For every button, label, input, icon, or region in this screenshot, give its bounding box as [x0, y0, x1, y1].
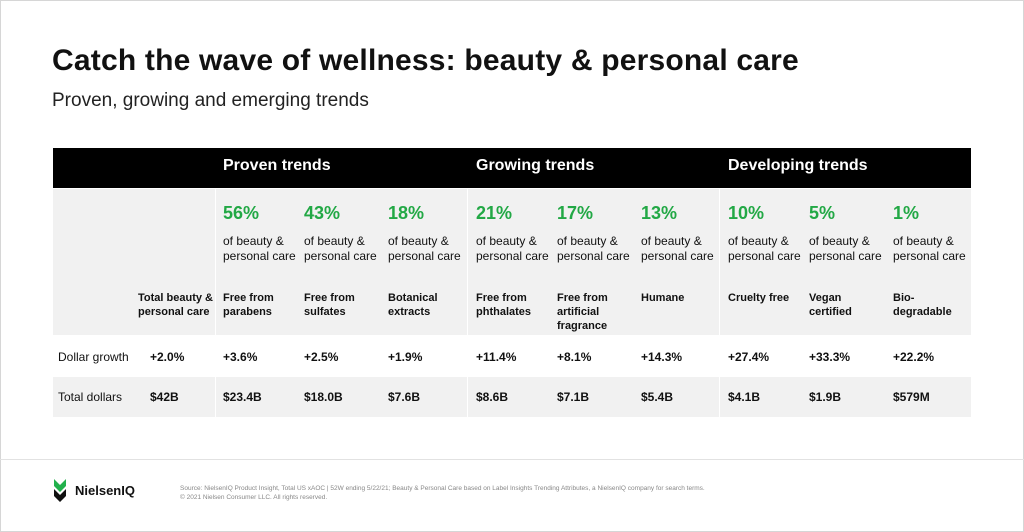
divider-developing	[719, 189, 720, 417]
attribute-label: Vegan certified	[809, 292, 852, 318]
trend-group-header	[53, 148, 971, 188]
total-dollars-value: $42B	[150, 390, 179, 404]
total-dollars-value: $4.1B	[728, 390, 761, 404]
brand-name: NielsenIQ	[75, 483, 135, 498]
total-dollars-value: $7.6B	[388, 390, 421, 404]
share-description: of beauty & personal care	[641, 234, 714, 263]
total-dollars-value: $579M	[893, 390, 930, 404]
dollars-band	[53, 377, 971, 417]
group-label-developing: Developing trends	[728, 157, 868, 174]
footer-divider	[0, 459, 1024, 460]
total-dollars-value: $7.1B	[557, 390, 590, 404]
share-block: 1% of beauty & personal care	[893, 202, 975, 264]
share-description: of beauty & personal care	[728, 234, 801, 263]
share-percent: 17%	[557, 203, 594, 223]
share-percent: 10%	[728, 203, 765, 223]
attribute-label: Free from phthalates	[476, 292, 532, 318]
total-dollars-value: $18.0B	[304, 390, 343, 404]
dollar-growth-value: +2.5%	[304, 350, 339, 364]
share-description: of beauty & personal care	[476, 234, 549, 263]
attribute-label: Free from sulfates	[304, 292, 355, 318]
attribute-label: Free from artificial fragrance	[557, 292, 608, 332]
share-description: of beauty & personal care	[304, 234, 377, 263]
share-block: 43% of beauty & personal care	[304, 202, 386, 264]
group-label-growing: Growing trends	[476, 157, 595, 174]
attribute-label: Cruelty free	[728, 292, 790, 304]
share-percent: 18%	[388, 203, 425, 223]
share-block: 18% of beauty & personal care	[388, 202, 470, 264]
share-percent: 5%	[809, 203, 836, 223]
share-description: of beauty & personal care	[893, 234, 966, 263]
total-dollars-value: $5.4B	[641, 390, 674, 404]
dollar-growth-value: +33.3%	[809, 350, 851, 364]
share-percent: 56%	[223, 203, 260, 223]
row-label-dollar-growth: Dollar growth	[58, 350, 129, 364]
dollar-growth-value: +14.3%	[641, 350, 683, 364]
group-label-proven: Proven trends	[223, 157, 331, 174]
share-band	[53, 189, 971, 335]
share-block: 10% of beauty & personal care	[728, 202, 810, 264]
dollar-growth-value: +1.9%	[388, 350, 423, 364]
nielseniq-logo-icon	[54, 479, 66, 502]
attribute-label: Bio-degradable	[893, 292, 952, 318]
share-block: 56% of beauty & personal care	[223, 202, 305, 264]
source-note: Source: NielsenIQ Product Insight, Total…	[180, 484, 820, 502]
dollar-growth-value: +22.2%	[893, 350, 935, 364]
share-percent: 13%	[641, 203, 678, 223]
share-description: of beauty & personal care	[223, 234, 296, 263]
total-dollars-value: $23.4B	[223, 390, 262, 404]
attribute-label: Total beauty & personal care	[138, 292, 213, 318]
divider-proven	[215, 189, 216, 417]
page-title: Catch the wave of wellness: beauty & per…	[52, 44, 799, 77]
share-description: of beauty & personal care	[557, 234, 630, 263]
share-block: 5% of beauty & personal care	[809, 202, 891, 264]
dollar-growth-value: +8.1%	[557, 350, 592, 364]
attribute-label: Humane	[641, 292, 685, 304]
dollar-growth-value: +11.4%	[476, 350, 517, 364]
share-block: 17% of beauty & personal care	[557, 202, 639, 264]
dollar-growth-value: +27.4%	[728, 350, 770, 364]
attribute-label: Botanical extracts	[388, 292, 438, 318]
page-subtitle: Proven, growing and emerging trends	[52, 90, 369, 111]
share-percent: 43%	[304, 203, 341, 223]
source-text: Source: NielsenIQ Product Insight, Total…	[180, 485, 705, 492]
share-percent: 1%	[893, 203, 920, 223]
total-dollars-value: $8.6B	[476, 390, 509, 404]
share-block: 13% of beauty & personal care	[641, 202, 723, 264]
share-percent: 21%	[476, 203, 513, 223]
copyright-text: © 2021 Nielsen Consumer LLC. All rights …	[180, 494, 328, 501]
divider-growing	[467, 189, 468, 417]
share-block: 21% of beauty & personal care	[476, 202, 558, 264]
total-dollars-value: $1.9B	[809, 390, 842, 404]
dollar-growth-value: +2.0%	[150, 350, 185, 364]
dollar-growth-value: +3.6%	[223, 350, 258, 364]
attribute-label: Free from parabens	[223, 292, 274, 318]
share-description: of beauty & personal care	[809, 234, 882, 263]
row-label-total-dollars: Total dollars	[58, 390, 123, 404]
share-description: of beauty & personal care	[388, 234, 461, 263]
